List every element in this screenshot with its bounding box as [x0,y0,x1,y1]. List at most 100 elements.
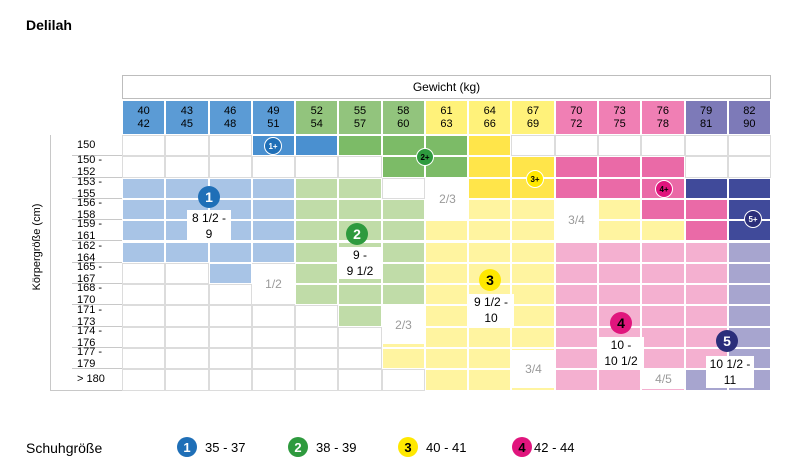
grid-cell [251,348,296,370]
grid-cell [122,369,166,391]
grid-cell [684,262,728,285]
weight-value: 72 [570,117,583,130]
grid-cell [468,241,512,263]
grid-cell [165,135,209,157]
grid-cell [165,305,209,327]
weight-value: 73 [613,104,626,117]
grid-cell [208,326,252,348]
weight-value: 81 [700,117,713,130]
height-row-label: 174 - 176 [72,325,122,349]
weight-value: 49 [267,104,280,117]
grid-cell [338,305,382,327]
height-row-label: 177 - 179 [72,346,122,370]
weight-value: 54 [310,117,323,130]
weight-value: 61 [440,104,453,117]
grid-cell [727,241,772,263]
grid-cell [424,241,469,263]
grid-cell [597,369,642,391]
size-badge-4: 4 [610,312,632,334]
grid-cell [597,241,642,263]
weight-col-14: 82 90 [727,100,772,135]
weight-col-1: 43 45 [165,100,209,135]
grid-cell [165,241,209,263]
weight-value: 57 [353,117,367,130]
height-row-label: 150 - 152 [72,154,122,178]
weight-value: 51 [267,117,280,130]
size-badge-2: 2 [346,223,368,245]
legend-range-1: 35 - 37 [205,439,246,455]
grid-cell [727,284,772,306]
weight-value: 75 [613,117,626,130]
grid-cell [424,348,469,370]
weight-col-2: 46 48 [208,100,252,135]
between-label-3-4b: 3/4 [512,350,555,388]
grid-cell [295,284,339,306]
weight-value: 48 [224,117,237,130]
grid-cell [468,198,512,221]
height-row-label: > 180 [72,369,122,391]
weight-col-12: 76 78 [641,100,685,135]
grid-cell [554,241,598,263]
grid-cell [597,198,642,221]
grid-cell [295,177,339,199]
between-label-1-2: 1/2 [252,264,295,304]
weight-value: 79 [700,104,713,117]
grid-cell [511,326,555,348]
grid-cell [122,348,166,370]
grid-cell [641,135,685,157]
size-plus-badge-2: 2+ [416,148,434,166]
grid-cell [424,262,469,285]
weight-col-5: 55 57 [338,100,382,135]
legend-item-2: 2 38 - 39 [288,436,356,458]
legend-badge-3: 3 [398,437,418,457]
grid-cell [295,348,339,370]
legend-range-3: 40 - 41 [426,439,467,455]
weight-value: 45 [180,117,194,130]
legend-badge-1: 1 [177,437,197,457]
legend-item-1: 1 35 - 37 [177,436,245,458]
grid-cell [295,262,339,285]
weight-value: 70 [570,104,583,117]
grid-cell [684,241,728,263]
grid-cell [468,369,512,391]
grid-cell [727,156,772,178]
size-plus-badge-4: 4+ [655,180,673,198]
grid-cell [122,156,166,178]
grid-cell [338,284,382,306]
grid-cell [424,284,469,306]
grid-cell [554,284,598,306]
grid-cell [424,326,469,348]
grid-cell [597,177,642,199]
legend-badge-2: 2 [288,437,308,457]
height-row-label: 156 - 158 [72,197,122,221]
grid-cell [641,262,685,285]
legend-badge-4: 4 [512,437,532,457]
grid-cell [554,348,598,370]
grid-cell [295,135,339,157]
grid-cell [597,135,642,157]
between-label-4-5: 4/5 [642,369,685,389]
grid-cell [641,241,685,263]
grid-cell [727,177,772,199]
weight-col-0: 40 42 [122,100,166,135]
grid-cell [208,156,252,178]
grid-cell [165,326,209,348]
weight-value: 46 [224,104,237,117]
grid-cell [727,135,772,157]
grid-cell [251,305,296,327]
grid-cell [554,177,598,199]
grid-cell [597,220,642,242]
grid-cell [684,220,728,242]
between-label-2-3a: 2/3 [426,178,469,220]
grid-cell [122,198,166,221]
weight-header: Gewicht (kg) [122,75,771,99]
grid-cell [251,220,296,242]
weight-value: 82 [743,104,756,117]
grid-cell [381,262,425,285]
weight-col-9: 67 69 [511,100,555,135]
grid-cell [641,220,685,242]
grid-cell [684,284,728,306]
height-row-label: 159 - 161 [72,218,122,242]
grid-cell [381,369,425,391]
weight-col-6: 58 60 [381,100,425,135]
